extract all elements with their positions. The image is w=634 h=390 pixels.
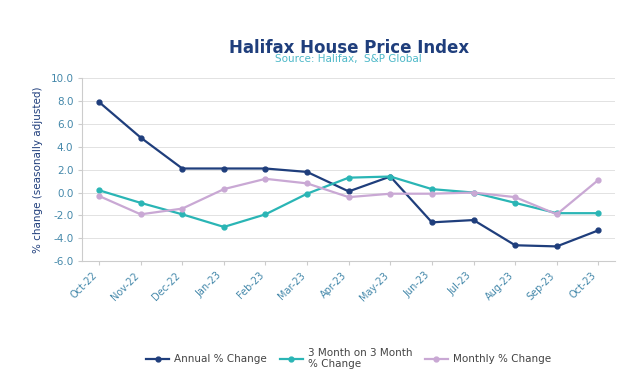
Annual % Change xyxy=(470,218,477,222)
Monthly % Change xyxy=(553,212,560,217)
Line: 3 Month on 3 Month
% Change: 3 Month on 3 Month % Change xyxy=(96,174,601,229)
Annual % Change xyxy=(95,100,103,105)
Annual % Change xyxy=(387,174,394,179)
Title: Halifax House Price Index: Halifax House Price Index xyxy=(229,39,469,57)
3 Month on 3 Month
% Change xyxy=(137,200,145,205)
Annual % Change xyxy=(137,135,145,140)
3 Month on 3 Month
% Change xyxy=(595,211,602,216)
Monthly % Change xyxy=(137,212,145,217)
Monthly % Change xyxy=(262,176,269,181)
Annual % Change xyxy=(220,166,228,171)
Line: Annual % Change: Annual % Change xyxy=(96,99,601,249)
Annual % Change xyxy=(303,170,311,174)
3 Month on 3 Month
% Change xyxy=(387,174,394,179)
3 Month on 3 Month
% Change xyxy=(345,176,353,180)
Monthly % Change xyxy=(345,195,353,200)
Monthly % Change xyxy=(179,206,186,211)
Annual % Change xyxy=(262,166,269,171)
Legend: Annual % Change, 3 Month on 3 Month
% Change, Monthly % Change: Annual % Change, 3 Month on 3 Month % Ch… xyxy=(142,344,555,374)
Annual % Change xyxy=(179,166,186,171)
Annual % Change xyxy=(553,244,560,249)
3 Month on 3 Month
% Change xyxy=(428,187,436,191)
3 Month on 3 Month
% Change xyxy=(95,188,103,193)
3 Month on 3 Month
% Change xyxy=(220,225,228,229)
Annual % Change xyxy=(345,189,353,194)
Annual % Change xyxy=(511,243,519,248)
Annual % Change xyxy=(428,220,436,225)
Monthly % Change xyxy=(595,177,602,182)
3 Month on 3 Month
% Change xyxy=(179,212,186,217)
3 Month on 3 Month
% Change xyxy=(470,190,477,195)
Monthly % Change xyxy=(470,190,477,195)
3 Month on 3 Month
% Change xyxy=(553,211,560,216)
Line: Monthly % Change: Monthly % Change xyxy=(96,176,601,217)
Annual % Change xyxy=(595,228,602,233)
3 Month on 3 Month
% Change xyxy=(262,212,269,217)
3 Month on 3 Month
% Change xyxy=(303,191,311,196)
Monthly % Change xyxy=(303,181,311,186)
Monthly % Change xyxy=(220,187,228,191)
3 Month on 3 Month
% Change xyxy=(511,200,519,205)
Y-axis label: % change (seasonally adjusted): % change (seasonally adjusted) xyxy=(34,87,44,253)
Monthly % Change xyxy=(387,191,394,196)
Monthly % Change xyxy=(428,191,436,196)
Monthly % Change xyxy=(511,195,519,200)
Monthly % Change xyxy=(95,194,103,199)
Text: Source: Halifax,  S&P Global: Source: Halifax, S&P Global xyxy=(275,54,422,64)
